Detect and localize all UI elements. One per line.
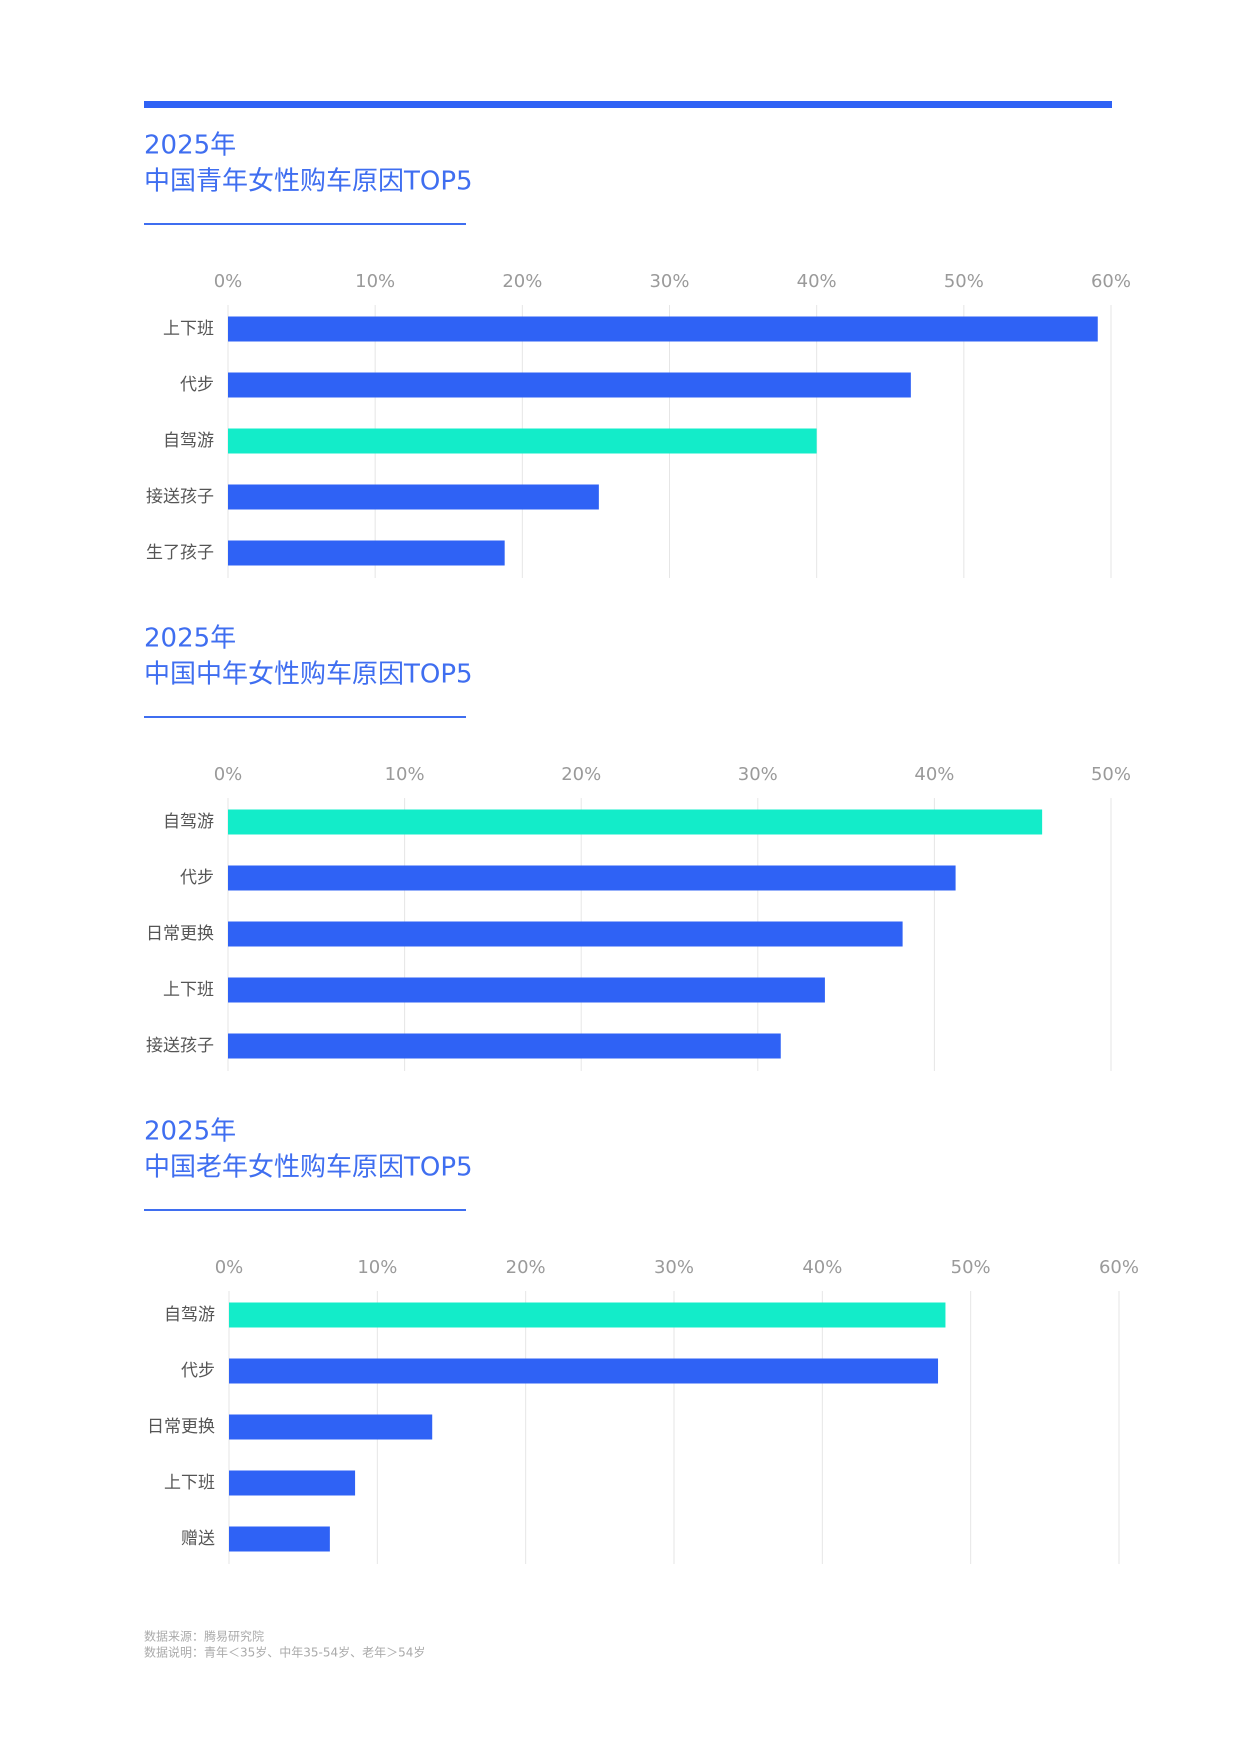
x-tick-label: 40% — [797, 271, 837, 292]
category-label: 代步 — [180, 375, 214, 395]
category-label: 生了孩子 — [146, 543, 214, 563]
x-tick-label: 30% — [649, 271, 689, 292]
category-label: 自驾游 — [163, 431, 214, 451]
top-rule — [144, 101, 1112, 108]
bar — [228, 316, 1098, 342]
category-label: 代步 — [181, 1361, 215, 1381]
chart-title: 2025年 — [144, 624, 236, 654]
x-tick-label: 40% — [914, 764, 954, 785]
source-note: 数据来源：腾易研究院 — [144, 1629, 264, 1644]
category-label: 上下班 — [164, 1473, 215, 1493]
x-tick-label: 40% — [802, 1257, 842, 1278]
bar — [228, 865, 956, 891]
bar — [228, 809, 1043, 835]
bar — [228, 1033, 781, 1059]
category-label: 日常更换 — [146, 924, 214, 944]
x-tick-label: 30% — [738, 764, 778, 785]
bar — [229, 1358, 939, 1384]
bar — [228, 428, 817, 454]
x-tick-label: 50% — [944, 271, 984, 292]
title-underline — [144, 223, 466, 225]
x-tick-label: 60% — [1091, 271, 1131, 292]
category-label: 上下班 — [163, 319, 214, 339]
x-tick-label: 20% — [502, 271, 542, 292]
bar — [229, 1414, 433, 1440]
x-tick-label: 0% — [215, 1257, 244, 1278]
x-tick-label: 50% — [951, 1257, 991, 1278]
category-label: 日常更换 — [147, 1417, 215, 1437]
chart-subtitle: 中国中年女性购车原因TOP5 — [144, 660, 473, 690]
title-underline — [144, 1209, 466, 1211]
x-tick-label: 0% — [214, 764, 243, 785]
x-tick-label: 20% — [506, 1257, 546, 1278]
bar — [228, 484, 599, 510]
category-label: 接送孩子 — [146, 487, 214, 507]
x-tick-label: 10% — [355, 271, 395, 292]
data-note: 数据说明：青年＜35岁、中年35-54岁、老年＞54岁 — [144, 1645, 425, 1660]
bar — [228, 540, 505, 566]
bar — [229, 1302, 946, 1328]
x-tick-label: 0% — [214, 271, 243, 292]
category-label: 代步 — [180, 868, 214, 888]
category-label: 上下班 — [163, 980, 214, 1000]
x-tick-label: 60% — [1099, 1257, 1139, 1278]
bar — [229, 1470, 356, 1496]
bar — [228, 372, 911, 398]
x-tick-label: 10% — [357, 1257, 397, 1278]
category-label: 自驾游 — [163, 812, 214, 832]
x-tick-label: 50% — [1091, 764, 1131, 785]
chart-subtitle: 中国老年女性购车原因TOP5 — [144, 1153, 473, 1183]
category-label: 赠送 — [181, 1529, 215, 1549]
x-tick-label: 10% — [385, 764, 425, 785]
chart-title: 2025年 — [144, 131, 236, 161]
chart-title: 2025年 — [144, 1117, 236, 1147]
bar — [228, 977, 825, 1003]
title-underline — [144, 716, 466, 718]
category-label: 自驾游 — [164, 1305, 215, 1325]
x-tick-label: 30% — [654, 1257, 694, 1278]
bar — [228, 921, 903, 947]
category-label: 接送孩子 — [146, 1036, 214, 1056]
x-tick-label: 20% — [561, 764, 601, 785]
bar — [229, 1526, 330, 1552]
chart-subtitle: 中国青年女性购车原因TOP5 — [144, 167, 473, 197]
